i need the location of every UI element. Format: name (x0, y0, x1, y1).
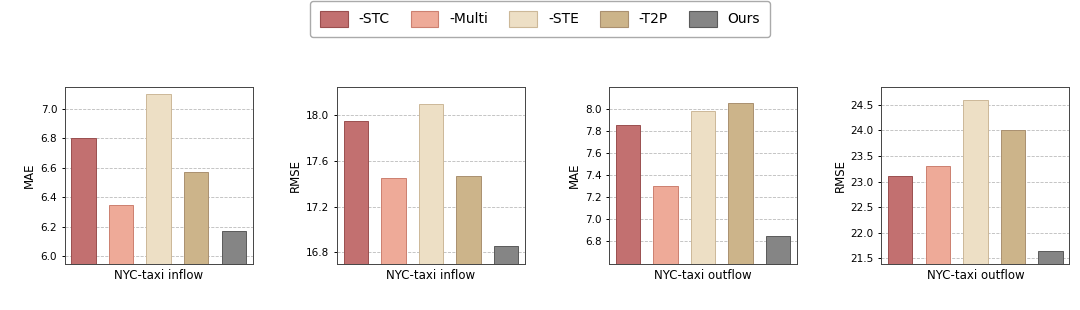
Bar (494, 246, 518, 310)
Bar (888, 176, 913, 310)
X-axis label: NYC-taxi inflow: NYC-taxi inflow (387, 269, 475, 282)
Bar (1001, 130, 1025, 310)
Y-axis label: RMSE: RMSE (289, 159, 302, 192)
Bar (963, 100, 987, 310)
Bar (343, 121, 368, 310)
Bar (766, 236, 791, 310)
Bar (926, 166, 950, 310)
Bar (71, 138, 96, 310)
Y-axis label: MAE: MAE (568, 162, 581, 188)
Bar (221, 231, 246, 310)
Bar (616, 126, 640, 310)
Bar (728, 103, 753, 310)
Bar (456, 176, 481, 310)
X-axis label: NYC-taxi inflow: NYC-taxi inflow (114, 269, 203, 282)
X-axis label: NYC-taxi outflow: NYC-taxi outflow (927, 269, 1024, 282)
Bar (1038, 251, 1063, 310)
Bar (691, 111, 715, 310)
Bar (109, 205, 133, 310)
Y-axis label: MAE: MAE (24, 162, 37, 188)
X-axis label: NYC-taxi outflow: NYC-taxi outflow (654, 269, 752, 282)
Bar (653, 186, 678, 310)
Legend: -STC, -Multi, -STE, -T2P, Ours: -STC, -Multi, -STE, -T2P, Ours (310, 1, 770, 37)
Bar (381, 178, 406, 310)
Bar (184, 172, 208, 310)
Bar (147, 94, 171, 310)
Bar (419, 104, 443, 310)
Y-axis label: RMSE: RMSE (834, 159, 847, 192)
